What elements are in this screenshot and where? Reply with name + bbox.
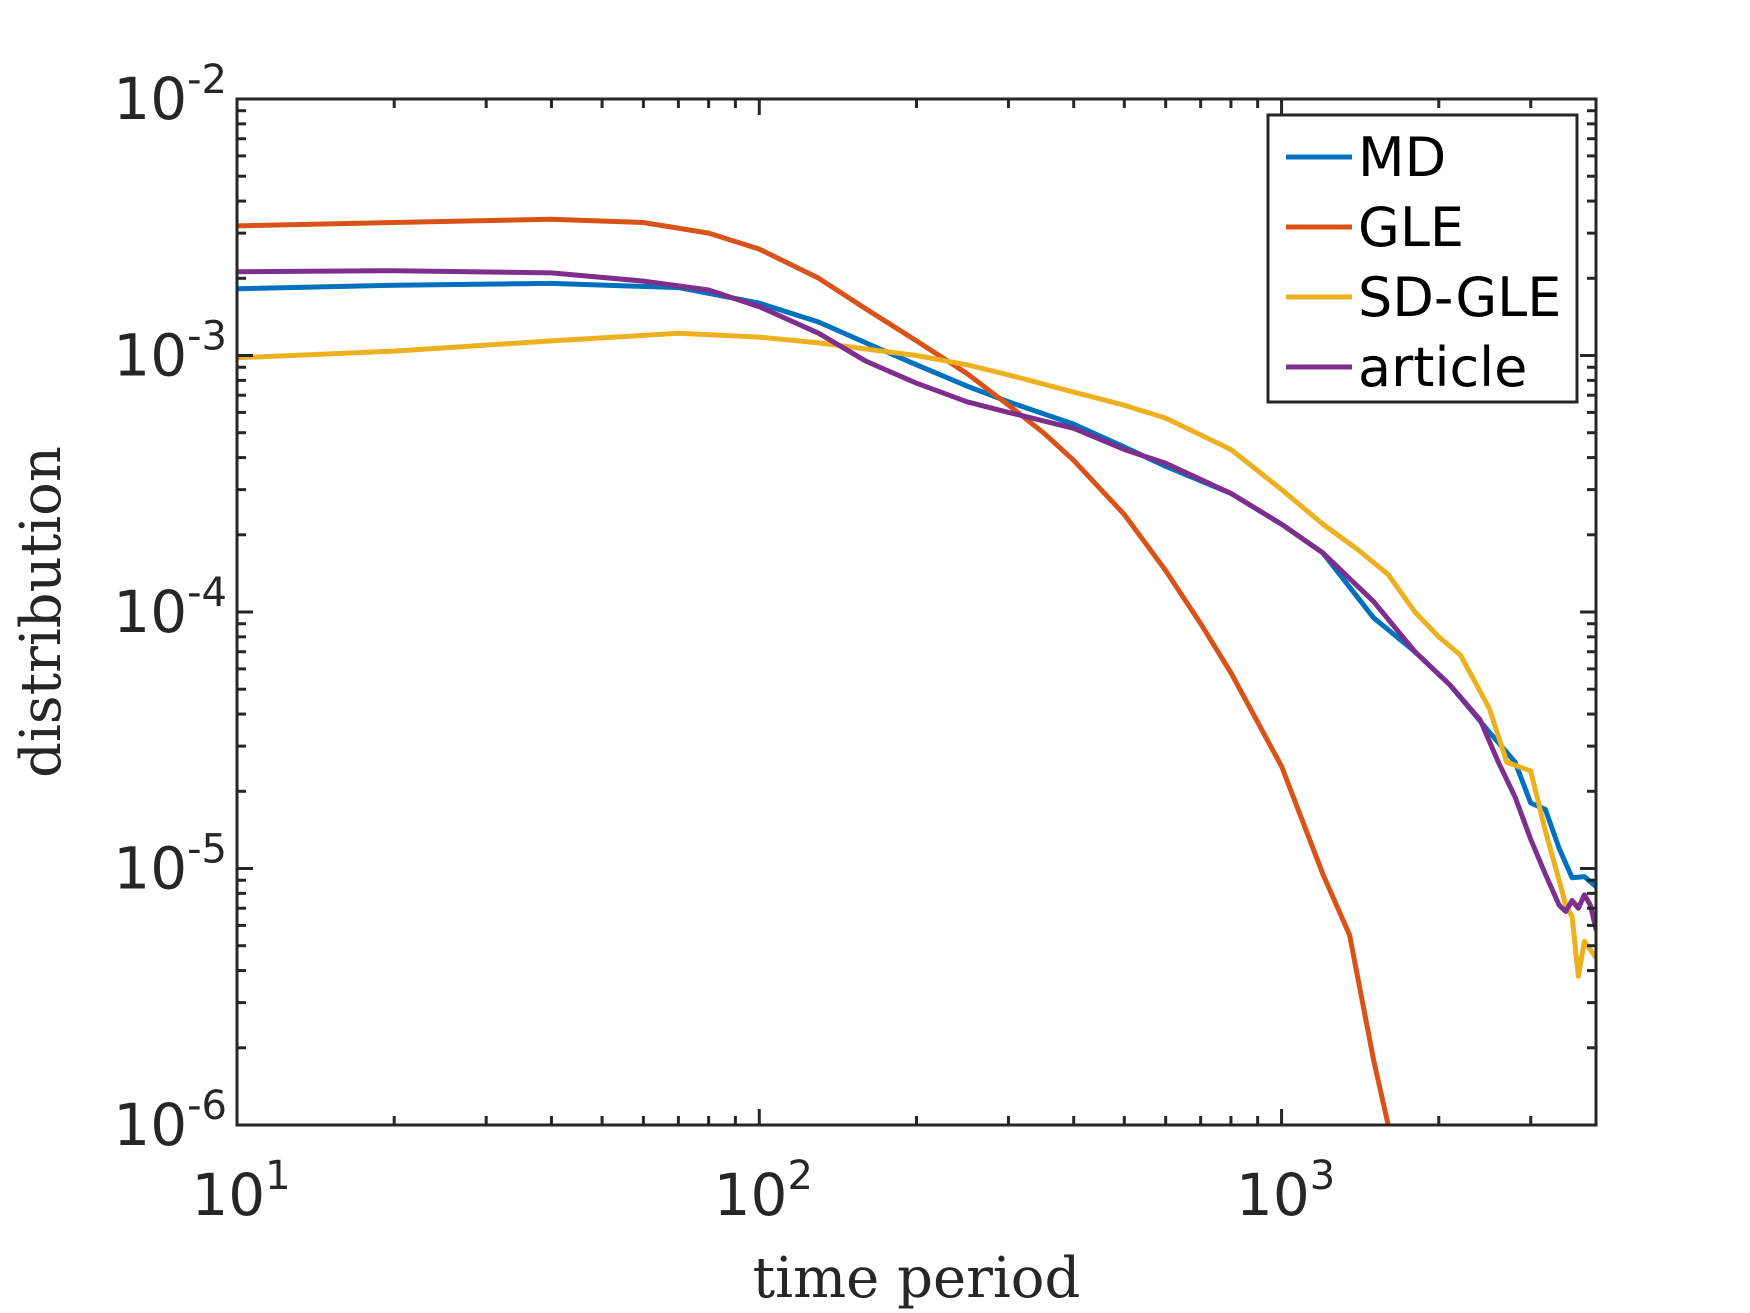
x-tick-labels: 101 102 103 [191, 1153, 1335, 1229]
axis-ticks [235, 97, 1598, 1127]
series-line-sd-gle [237, 330, 1596, 979]
y-tick-label: 10-4 [113, 570, 227, 646]
y-axis-label: distribution [9, 446, 74, 778]
x-tick-label: 102 [714, 1153, 813, 1229]
y-tick-label: 10-3 [113, 314, 227, 390]
y-tick-label: 10-5 [113, 827, 227, 903]
x-tick-label: 101 [191, 1153, 290, 1229]
legend-box [1266, 113, 1579, 404]
series-lines [237, 216, 1596, 1125]
legend-label-gle: GLE [1358, 196, 1464, 259]
y-tick-label: 10-2 [113, 57, 227, 133]
legend-label-sd-gle: SD-GLE [1358, 266, 1561, 329]
y-tick-labels: 10-2 10-3 10-4 10-5 10-6 [113, 57, 227, 1159]
x-tick-label: 103 [1236, 1153, 1335, 1229]
legend-label-article: article [1358, 336, 1527, 399]
series-line-gle [237, 216, 1391, 1125]
x-axis-label: time period [753, 1246, 1081, 1311]
y-tick-label: 10-6 [113, 1083, 227, 1159]
legend: MD GLE SD-GLE article [1266, 113, 1579, 404]
legend-label-md: MD [1358, 126, 1446, 189]
series-line-article [237, 268, 1596, 932]
